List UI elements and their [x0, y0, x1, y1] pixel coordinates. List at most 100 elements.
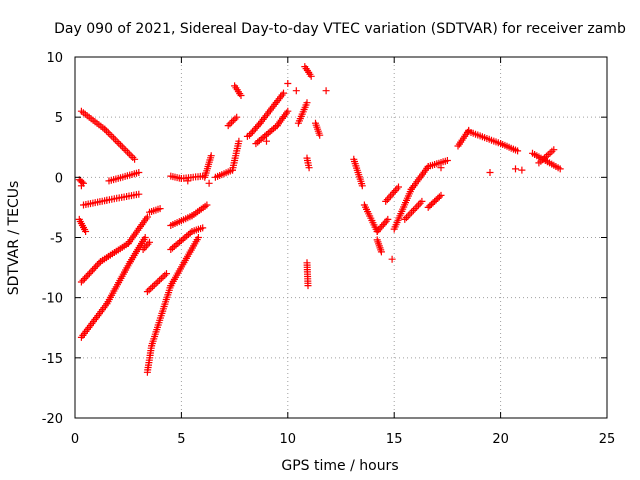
data-point — [235, 137, 243, 145]
data-point — [163, 270, 170, 278]
data-point — [115, 139, 123, 147]
data-point — [376, 224, 384, 232]
data-point — [159, 273, 167, 281]
data-point — [150, 281, 158, 289]
data-point — [390, 188, 398, 196]
data-point — [431, 197, 439, 205]
data-point — [95, 259, 103, 267]
data-point — [152, 279, 160, 287]
data-point — [383, 196, 391, 204]
data-point — [87, 268, 95, 276]
data-point — [406, 210, 414, 218]
data-point — [135, 169, 143, 176]
data-point — [125, 150, 133, 158]
data-point — [322, 87, 330, 95]
data-point — [122, 146, 130, 154]
data-point — [145, 286, 153, 294]
x-axis-label: GPS time / hours — [281, 458, 398, 474]
data-point — [194, 234, 202, 241]
data-point — [106, 131, 114, 138]
x-tick-label: 0 — [71, 432, 79, 447]
data-point — [226, 120, 234, 128]
data-point — [550, 146, 558, 154]
x-tick-label: 20 — [492, 432, 509, 447]
data-point — [304, 282, 312, 290]
data-point — [118, 143, 126, 151]
data-point — [280, 89, 287, 97]
data-point — [409, 206, 417, 214]
data-point — [382, 197, 390, 205]
data-point — [231, 115, 239, 123]
data-point — [104, 129, 112, 137]
x-tick-label: 15 — [386, 432, 403, 447]
data-point — [408, 208, 416, 216]
data-point — [199, 224, 207, 232]
data-point — [253, 123, 261, 131]
data-point — [243, 132, 251, 140]
data-points — [75, 63, 564, 376]
data-point — [512, 165, 519, 173]
data-point — [135, 190, 143, 198]
data-point — [411, 205, 419, 213]
data-point — [252, 124, 260, 132]
data-point — [418, 197, 426, 205]
data-point — [81, 275, 89, 283]
data-point — [255, 121, 263, 129]
data-point — [85, 270, 93, 277]
data-point — [77, 278, 85, 286]
data-point — [124, 148, 132, 156]
data-point — [391, 187, 399, 195]
data-point — [79, 276, 87, 284]
data-point — [427, 200, 435, 208]
data-point — [403, 214, 410, 222]
data-point — [378, 222, 386, 230]
data-point — [413, 203, 421, 211]
x-tick-label: 5 — [177, 432, 185, 447]
x-tick-label: 10 — [280, 432, 297, 447]
data-point — [381, 219, 389, 227]
data-point — [395, 183, 402, 191]
data-point — [514, 147, 522, 155]
data-point — [157, 275, 165, 282]
data-point — [149, 283, 157, 291]
data-point — [207, 152, 215, 160]
data-point — [90, 264, 98, 272]
data-point — [307, 72, 315, 80]
data-point — [415, 201, 422, 209]
data-point — [156, 205, 164, 213]
grid-lines — [75, 57, 607, 418]
data-point — [147, 284, 155, 292]
data-point — [77, 182, 85, 190]
data-point — [518, 166, 526, 174]
data-point — [184, 177, 192, 185]
data-point — [205, 179, 213, 187]
data-point — [233, 113, 241, 121]
data-point — [141, 234, 149, 241]
data-point — [316, 131, 324, 139]
data-point — [426, 202, 434, 210]
y-tick-label: -10 — [42, 292, 63, 307]
data-point — [103, 127, 110, 135]
data-point — [486, 169, 494, 176]
data-point — [143, 288, 151, 296]
x-tick-labels: 0 5 10 15 20 25 — [71, 432, 615, 447]
data-point — [385, 194, 393, 202]
y-tick-label: 5 — [55, 111, 63, 126]
y-tick-labels: -20 -15 -10 -5 0 5 10 — [42, 51, 63, 427]
data-point — [117, 141, 125, 149]
data-point — [379, 221, 387, 229]
data-point — [429, 199, 437, 207]
data-point — [167, 246, 175, 253]
data-point — [284, 80, 292, 87]
data-point — [78, 178, 86, 186]
data-point — [82, 273, 90, 281]
data-point — [129, 154, 137, 161]
data-point — [82, 228, 90, 235]
data-point — [108, 132, 116, 140]
data-point — [393, 185, 401, 193]
data-point — [154, 278, 162, 286]
data-point — [110, 134, 118, 142]
data-point — [92, 263, 100, 271]
data-point — [373, 228, 381, 235]
